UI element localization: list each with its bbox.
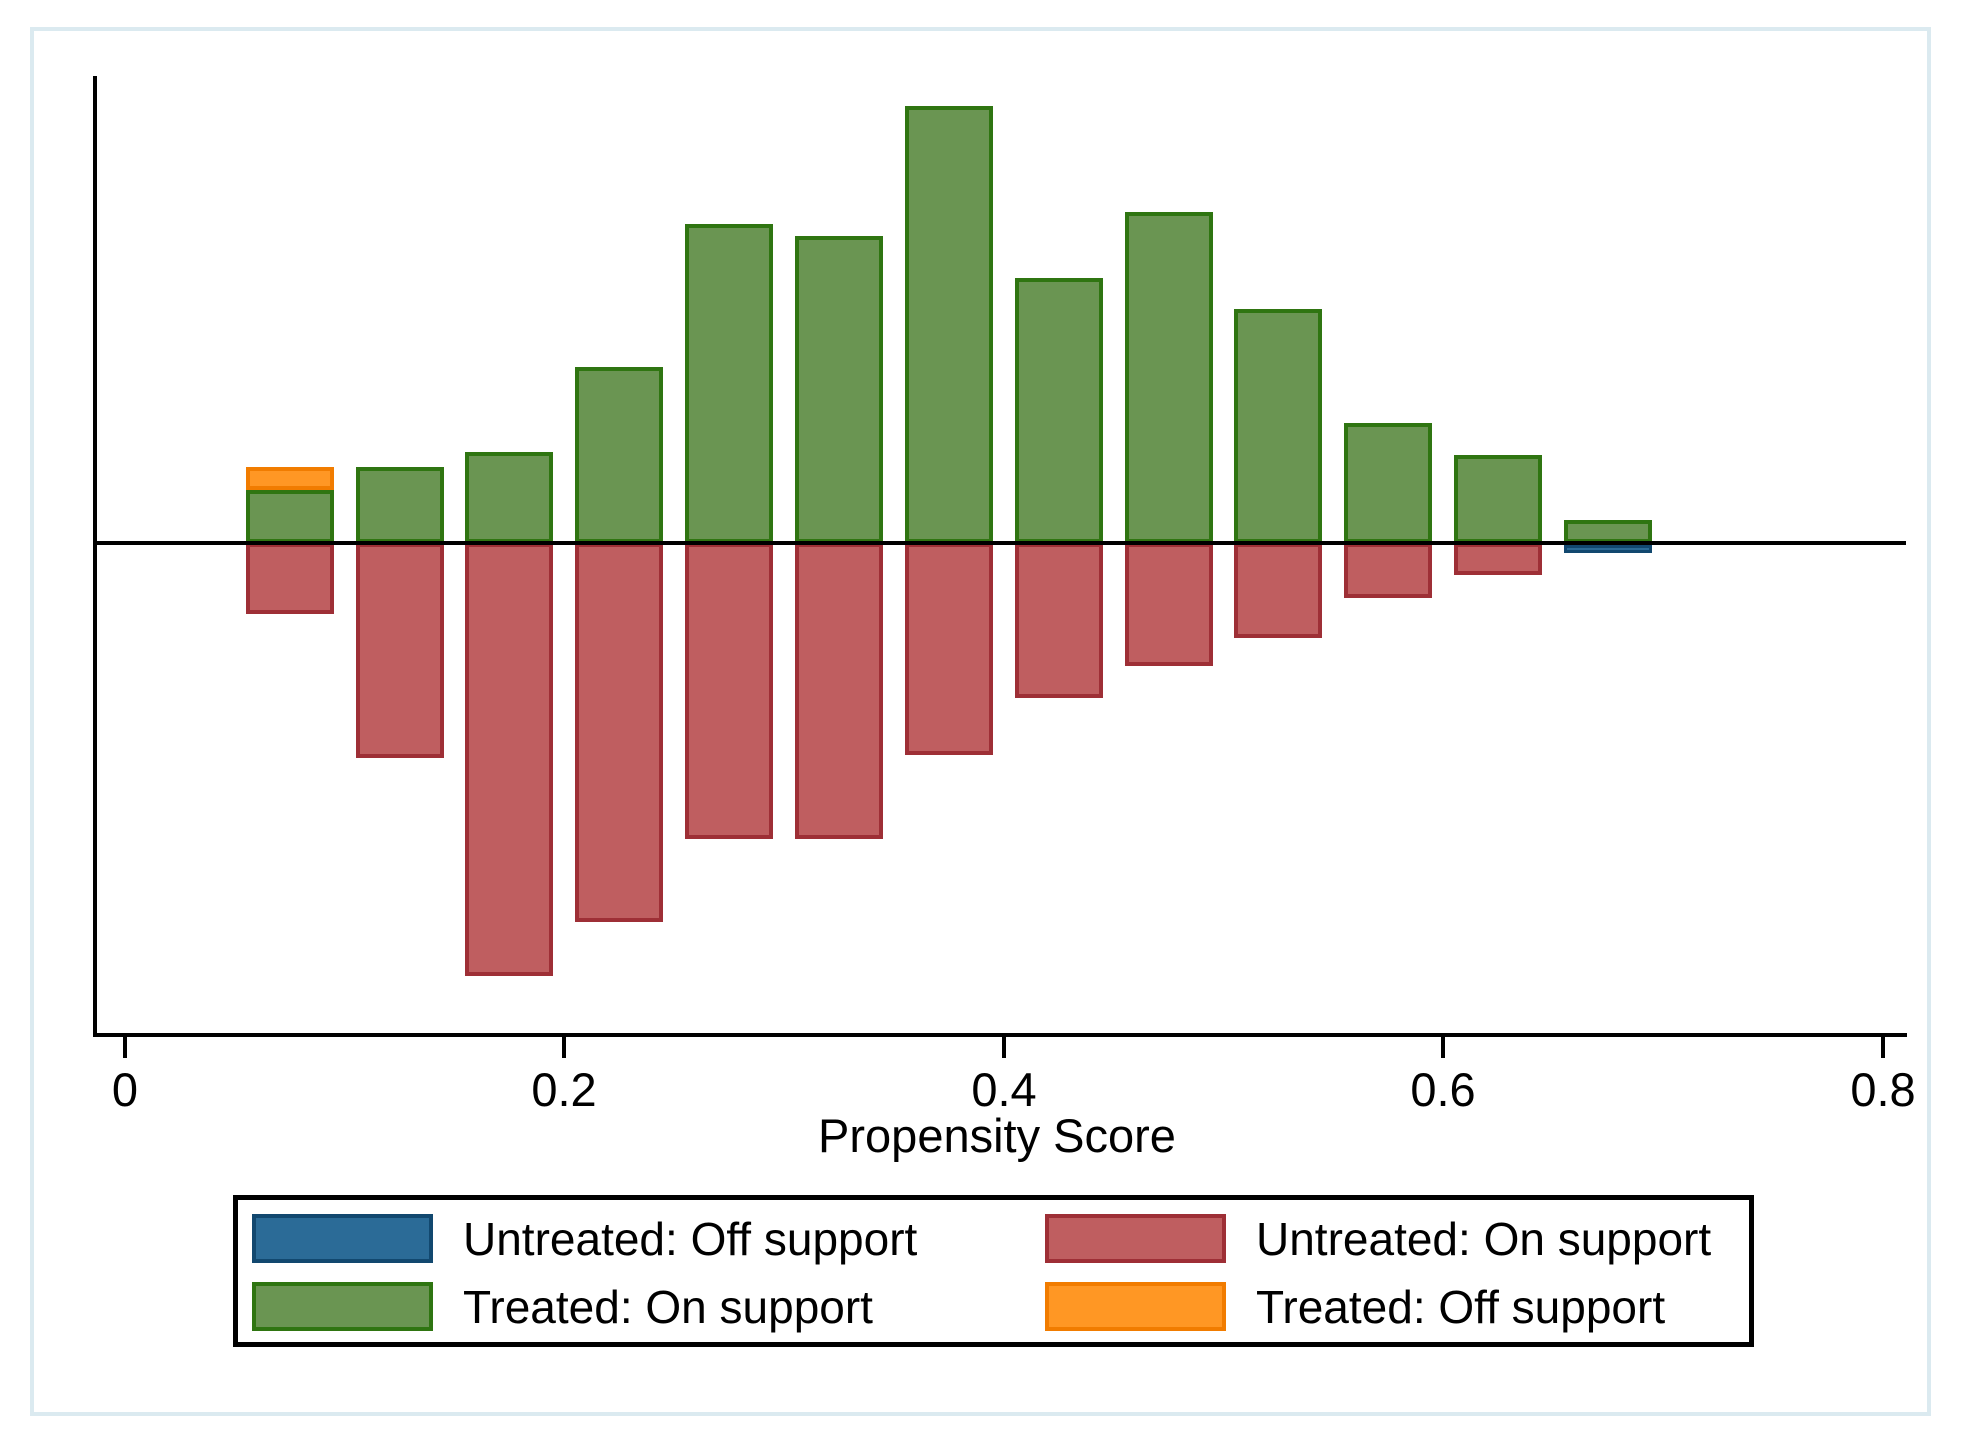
x-tick-mark <box>562 1037 566 1058</box>
x-tick-mark <box>123 1037 127 1058</box>
legend-label: Untreated: On support <box>1256 1212 1712 1265</box>
bar-treated-off-support <box>246 467 334 490</box>
bar-treated-on-support <box>246 490 334 543</box>
bar-untreated-on-support <box>795 543 883 839</box>
x-tick-label: 0.6 <box>1410 1063 1476 1116</box>
bar-treated-on-support <box>685 224 773 543</box>
x-axis-line <box>93 1033 1907 1037</box>
x-tick-label: 0.2 <box>531 1063 597 1116</box>
treated-off-support-swatch <box>1045 1282 1226 1331</box>
bar-untreated-on-support <box>1125 543 1213 666</box>
x-tick-label: 0.4 <box>971 1063 1037 1116</box>
x-tick-mark <box>1002 1037 1006 1058</box>
bar-treated-on-support <box>356 467 444 543</box>
bar-treated-on-support <box>905 106 993 543</box>
legend-entry-treated-on: Treated: On support <box>252 1282 873 1331</box>
legend-entry-untreated-on: Untreated: On support <box>1045 1214 1711 1263</box>
bar-untreated-on-support <box>685 543 773 839</box>
bar-untreated-on-support <box>246 543 334 614</box>
zero-line <box>95 541 1906 545</box>
x-tick-mark <box>1441 1037 1445 1058</box>
bar-treated-on-support <box>1344 423 1432 543</box>
legend-label: Treated: Off support <box>1256 1280 1666 1333</box>
bar-untreated-on-support <box>1454 543 1542 575</box>
legend-label: Untreated: Off support <box>463 1212 918 1265</box>
x-axis-title: Propensity Score <box>818 1109 1176 1162</box>
bar-treated-on-support <box>1454 455 1542 543</box>
legend-box: Untreated: Off support Untreated: On sup… <box>233 1195 1754 1347</box>
bar-untreated-on-support <box>1234 543 1322 638</box>
bar-treated-on-support <box>1125 212 1213 543</box>
legend-entry-treated-off: Treated: Off support <box>1045 1282 1665 1331</box>
bar-untreated-on-support <box>465 543 553 976</box>
untreated-on-support-swatch <box>1045 1214 1226 1263</box>
y-axis-line <box>93 76 97 1037</box>
bar-treated-on-support <box>1564 520 1652 543</box>
bar-treated-on-support <box>1234 309 1322 543</box>
x-tick-mark <box>1881 1037 1885 1058</box>
bar-untreated-on-support <box>905 543 993 755</box>
bar-untreated-on-support <box>1344 543 1432 598</box>
legend-entry-untreated-off: Untreated: Off support <box>252 1214 917 1263</box>
treated-on-support-swatch <box>252 1282 433 1331</box>
x-tick-label: 0 <box>111 1063 139 1116</box>
bar-treated-on-support <box>465 452 553 543</box>
x-tick-label: 0.8 <box>1850 1063 1916 1116</box>
bar-untreated-on-support <box>575 543 663 922</box>
legend-label: Treated: On support <box>463 1280 873 1333</box>
bar-treated-on-support <box>795 236 883 543</box>
bar-treated-on-support <box>1015 278 1103 543</box>
bar-untreated-off-support <box>1564 545 1652 553</box>
untreated-off-support-swatch <box>252 1214 433 1263</box>
bar-untreated-on-support <box>1015 543 1103 698</box>
bar-treated-on-support <box>575 367 663 543</box>
bar-untreated-on-support <box>356 543 444 758</box>
graph-outer-frame <box>30 27 1931 1416</box>
